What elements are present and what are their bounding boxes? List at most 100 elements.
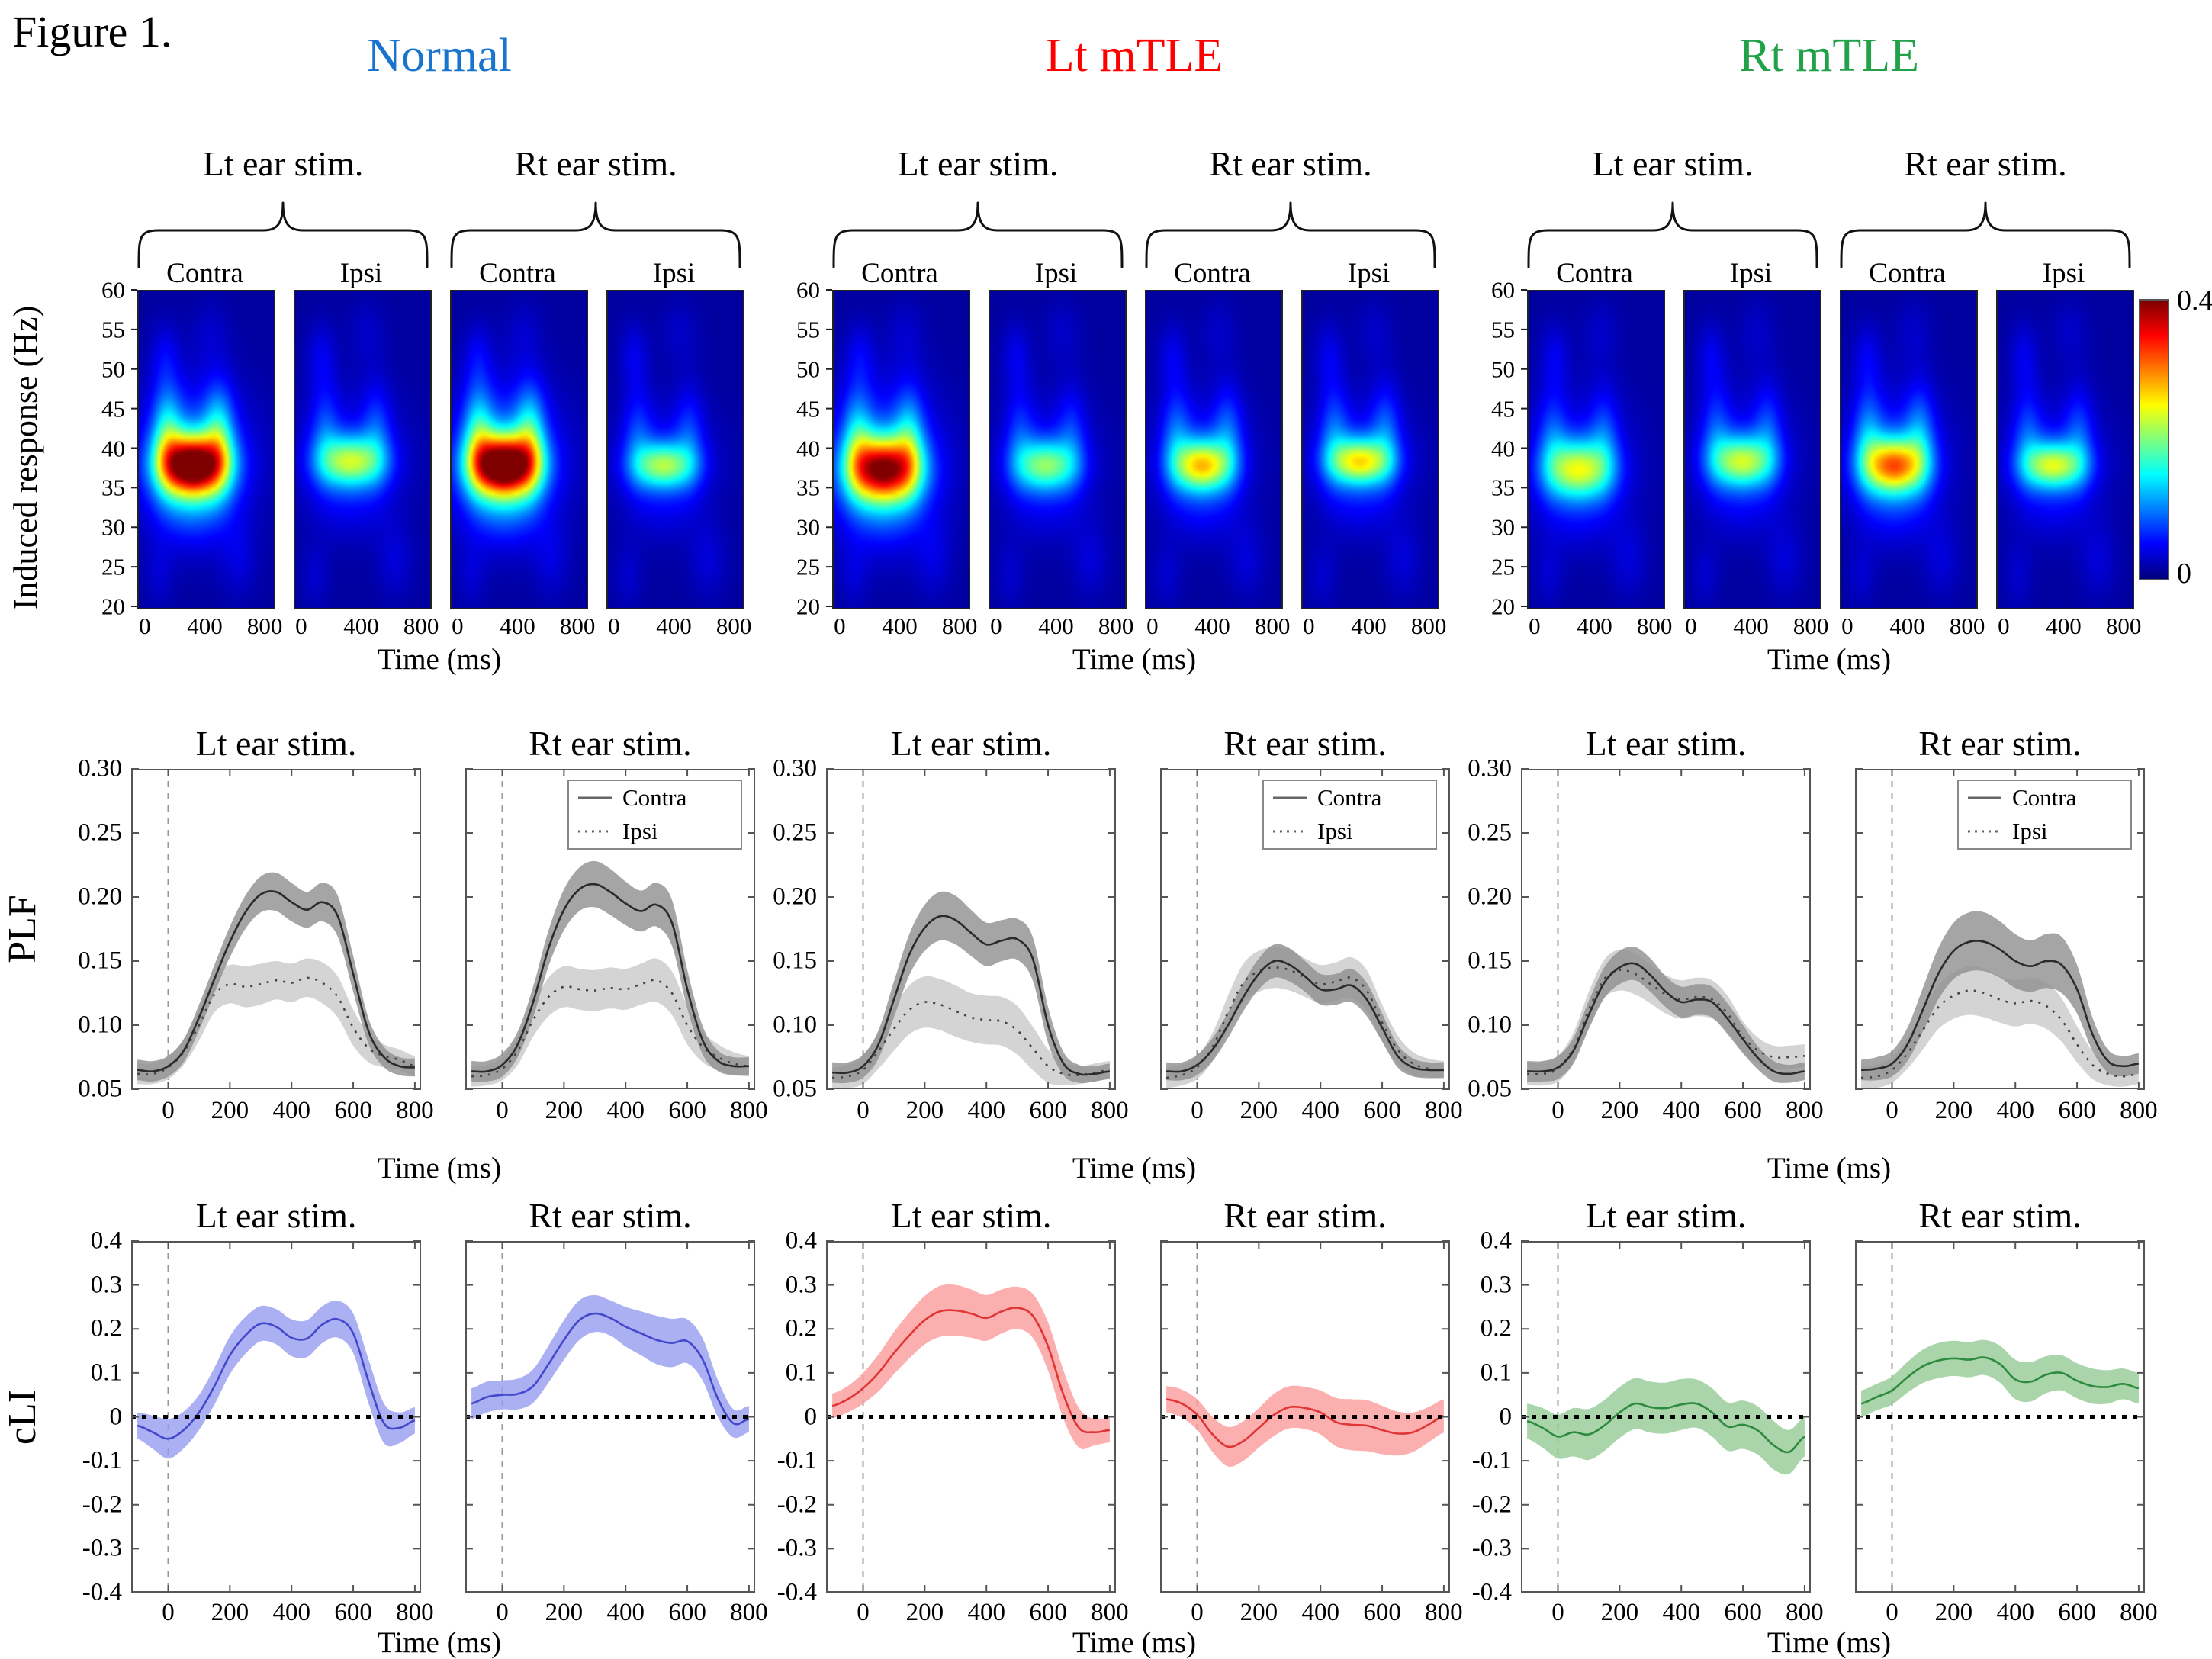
plf-title-rt: Rt ear stim. bbox=[1223, 724, 1387, 763]
cli-title-lt: Lt ear stim. bbox=[890, 1196, 1052, 1235]
plf-time-axis-label: Time (ms) bbox=[1072, 1152, 1197, 1185]
spectro-time-axis-label: Time (ms) bbox=[377, 643, 502, 676]
spectro-ytick: 35 bbox=[796, 474, 820, 501]
cli-ytick: -0.3 bbox=[1471, 1534, 1512, 1562]
colorbar bbox=[2139, 299, 2169, 580]
spectro-ytick: 20 bbox=[101, 593, 125, 620]
cli-ytick: -0.4 bbox=[1471, 1578, 1512, 1606]
group-header-1: Normal bbox=[367, 30, 512, 82]
cli-time-axis-label: Time (ms) bbox=[1767, 1626, 1892, 1659]
plf-xtick: 0 bbox=[1191, 1097, 1204, 1124]
legend-ipsi: Ipsi bbox=[1264, 815, 1436, 848]
cli-xtick: 800 bbox=[1091, 1599, 1129, 1626]
spectro-xtick: 800 bbox=[2105, 612, 2142, 639]
cli-xtick: 0 bbox=[496, 1599, 509, 1626]
spectro-xtick: 0 bbox=[834, 612, 846, 639]
spectro-ytick: 30 bbox=[796, 513, 820, 541]
plf-xtick: 400 bbox=[1662, 1097, 1700, 1124]
spectro-ytick: 40 bbox=[796, 435, 820, 461]
plf-xtick: 600 bbox=[1363, 1097, 1401, 1124]
condition-header-contra: Contra bbox=[1174, 258, 1251, 289]
cli-ytick: -0.2 bbox=[1471, 1490, 1512, 1519]
ipsi-line-sample bbox=[578, 830, 612, 833]
cli-ytick: 0.1 bbox=[1480, 1358, 1512, 1387]
legend-contra-label: Contra bbox=[2012, 784, 2077, 811]
spectrogram-panel bbox=[1527, 290, 1665, 609]
plf-ytick: 0.15 bbox=[1468, 947, 1512, 975]
plf-xtick: 400 bbox=[606, 1097, 645, 1124]
cli-xtick: 0 bbox=[1191, 1599, 1204, 1626]
cli-ytick: -0.3 bbox=[776, 1534, 817, 1562]
contra-line-sample bbox=[1273, 796, 1307, 799]
spectro-ytick-marks bbox=[826, 289, 832, 607]
spectro-ytick: 20 bbox=[1491, 593, 1515, 620]
spectro-time-axis-label: Time (ms) bbox=[1767, 643, 1892, 676]
plf-xtick: 600 bbox=[1724, 1097, 1762, 1124]
cli-plot-normal-rt bbox=[465, 1240, 755, 1593]
cli-xtick: 600 bbox=[1363, 1599, 1401, 1626]
plf-xtick: 800 bbox=[1425, 1097, 1463, 1124]
group-header-2: Lt mTLE bbox=[1045, 30, 1223, 82]
plf-ytick: 0.20 bbox=[78, 883, 122, 911]
plf-title-rt: Rt ear stim. bbox=[529, 724, 692, 763]
cli-xtick: 600 bbox=[668, 1599, 706, 1626]
cli-ytick: 0.3 bbox=[90, 1271, 122, 1299]
plf-ytick: 0.25 bbox=[1468, 818, 1512, 847]
cli-ytick: -0.2 bbox=[82, 1490, 122, 1519]
spectro-ytick: 55 bbox=[101, 316, 125, 343]
plf-xtick: 0 bbox=[1551, 1097, 1564, 1124]
plf-xtick: 600 bbox=[2058, 1097, 2096, 1124]
legend-ipsi: Ipsi bbox=[569, 815, 741, 848]
brace-rt bbox=[1145, 201, 1436, 268]
spectro-xtick: 400 bbox=[1038, 612, 1074, 639]
legend-ipsi-label: Ipsi bbox=[1317, 818, 1353, 844]
spectrogram-panel bbox=[606, 290, 744, 609]
spectro-xtick: 0 bbox=[1529, 612, 1541, 639]
plf-ytick: 0.20 bbox=[1468, 883, 1512, 911]
spectrogram-panel bbox=[832, 290, 970, 609]
plf-ytick: 0.25 bbox=[773, 818, 817, 847]
cli-time-axis-label: Time (ms) bbox=[377, 1626, 502, 1659]
plf-xtick: 200 bbox=[905, 1097, 944, 1124]
plf-ytick: 0.20 bbox=[773, 883, 817, 911]
spectro-xtick: 800 bbox=[1792, 612, 1829, 639]
plf-xtick: 400 bbox=[1996, 1097, 2034, 1124]
cli-ytick: -0.3 bbox=[82, 1534, 122, 1562]
cli-xtick: 200 bbox=[1934, 1599, 1973, 1626]
spectro-xtick: 800 bbox=[715, 612, 752, 639]
cli-time-axis-label: Time (ms) bbox=[1072, 1626, 1197, 1659]
spectrogram-panel bbox=[1683, 290, 1821, 609]
cli-axis-label: cLI bbox=[1, 1389, 44, 1445]
plf-xtick: 200 bbox=[1239, 1097, 1278, 1124]
plf-xtick: 400 bbox=[967, 1097, 1005, 1124]
condition-header-ipsi: Ipsi bbox=[1729, 258, 1773, 289]
cli-xtick: 400 bbox=[967, 1599, 1005, 1626]
contra-line-sample bbox=[578, 796, 612, 799]
spectro-xtick: 0 bbox=[1303, 612, 1315, 639]
spectro-ytick: 25 bbox=[101, 553, 125, 580]
spectro-xtick: 0 bbox=[1685, 612, 1697, 639]
plf-legend: Contra Ipsi bbox=[1262, 780, 1437, 850]
condition-header-contra: Contra bbox=[479, 258, 556, 289]
plf-plot-rt-mtle-lt bbox=[1521, 768, 1811, 1090]
plf-legend: Contra Ipsi bbox=[567, 780, 742, 850]
spectro-ytick: 60 bbox=[796, 276, 820, 304]
plf-xtick: 600 bbox=[668, 1097, 706, 1124]
spectro-xtick: 800 bbox=[559, 612, 596, 639]
plf-xtick: 800 bbox=[1786, 1097, 1824, 1124]
plf-xtick: 200 bbox=[545, 1097, 584, 1124]
plf-xtick: 800 bbox=[1091, 1097, 1129, 1124]
spectro-xtick: 800 bbox=[941, 612, 978, 639]
cli-ytick: -0.4 bbox=[776, 1578, 817, 1606]
spectro-ytick: 45 bbox=[101, 395, 125, 423]
cli-xtick: 800 bbox=[730, 1599, 768, 1626]
plf-title-lt: Lt ear stim. bbox=[890, 724, 1052, 763]
condition-header-ipsi: Ipsi bbox=[339, 258, 383, 289]
spectro-xtick: 400 bbox=[656, 612, 692, 639]
colorbar-min-label: 0 bbox=[2177, 558, 2191, 590]
plf-xtick: 800 bbox=[730, 1097, 768, 1124]
spectro-ytick: 60 bbox=[101, 276, 125, 304]
brace-lt bbox=[137, 201, 429, 268]
plf-xtick: 800 bbox=[396, 1097, 434, 1124]
cli-xtick: 0 bbox=[1551, 1599, 1564, 1626]
